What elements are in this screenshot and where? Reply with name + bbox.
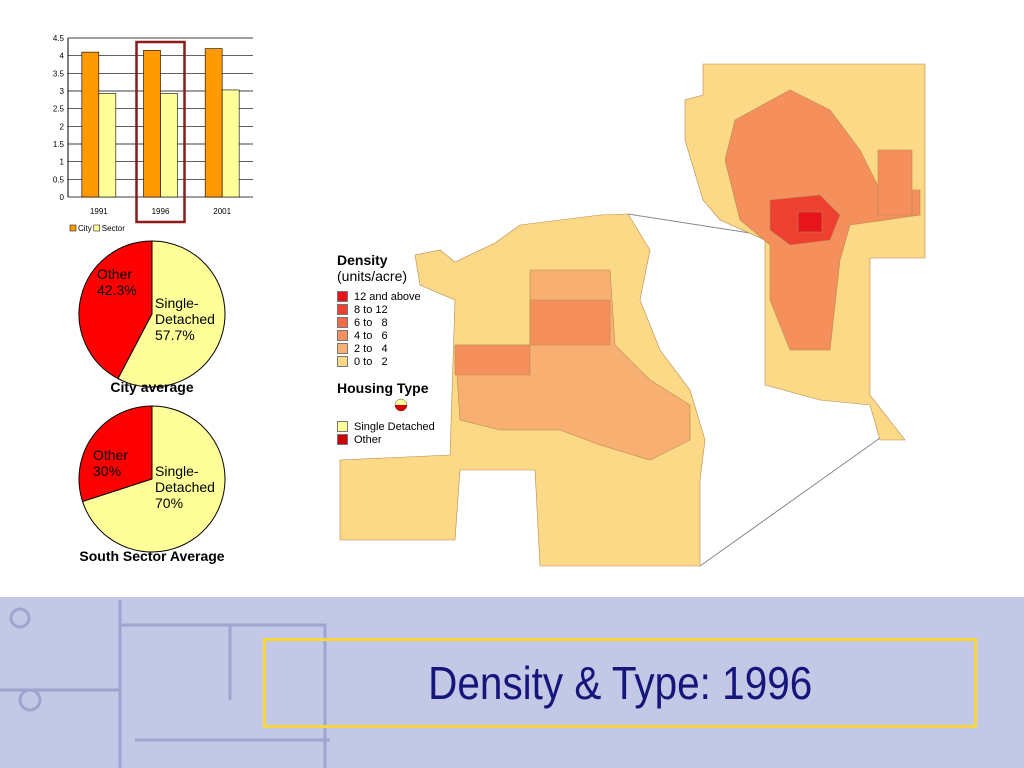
legend-swatch — [337, 421, 348, 432]
legend-item: Single Detached — [337, 420, 435, 433]
legend-label: 2 to 4 — [354, 342, 388, 355]
pie-value-label: 30% — [93, 463, 122, 479]
legend-title: Density — [337, 252, 388, 268]
bar — [81, 51, 100, 198]
pie-title: South Sector Average — [79, 548, 225, 564]
x-tick-label: 1996 — [152, 207, 170, 216]
bar — [160, 93, 178, 198]
pie-label: Other 30% — [93, 447, 153, 479]
legend-label: 4 to 6 — [354, 329, 388, 342]
pie-category: Other — [97, 266, 133, 282]
y-tick-label: 3 — [60, 87, 65, 96]
legend-label: Other — [354, 433, 382, 446]
y-tick-label: 0 — [60, 193, 65, 202]
legend-item: 8 to 12 — [337, 303, 435, 316]
bar — [98, 93, 117, 198]
y-tick-label: 2.5 — [53, 105, 65, 114]
map — [339, 63, 926, 567]
pie-label: Single-Detached 57.7% — [155, 295, 215, 343]
legend-label: Sector — [102, 224, 125, 233]
legend-item: Other — [337, 433, 435, 446]
pie-category: Single-Detached — [155, 295, 215, 327]
y-tick-label: 4.5 — [53, 34, 65, 43]
x-tick-label: 2001 — [213, 207, 231, 216]
legend-swatch — [69, 224, 77, 232]
blueprint — [0, 600, 330, 768]
legend-swatch — [337, 304, 348, 315]
legend-item: 4 to 6 — [337, 329, 435, 342]
pie-value-label: 57.7% — [155, 327, 195, 343]
type-glyph — [394, 398, 408, 412]
pie-label: Other 42.3% — [97, 266, 157, 298]
legend-label: 12 and above — [354, 290, 421, 303]
pie-label: Single-Detached 70% — [155, 463, 215, 511]
pie-value-label: 42.3% — [97, 282, 137, 298]
y-tick-label: 2 — [60, 122, 65, 131]
y-tick-label: 3.5 — [53, 69, 65, 78]
pie-slice — [78, 405, 153, 503]
bar — [221, 89, 240, 198]
legend-swatch — [337, 291, 348, 302]
legend-label: 8 to 12 — [354, 303, 388, 316]
pie-slice — [117, 240, 226, 388]
x-tick-label: 1991 — [90, 207, 108, 216]
legend-label: Single Detached — [354, 420, 435, 433]
type-title: Housing Type — [337, 380, 429, 396]
legend-label: City — [78, 224, 92, 233]
legend-item: 0 to 2 — [337, 355, 435, 368]
pie-value-label: 70% — [155, 495, 184, 511]
y-tick-label: 1 — [60, 158, 65, 167]
y-tick-label: 4 — [60, 52, 65, 61]
legend-swatch — [337, 343, 348, 354]
legend-swatch — [337, 330, 348, 341]
legend-swatch — [93, 224, 101, 232]
legend-item: 2 to 4 — [337, 342, 435, 355]
pie-slice — [78, 240, 153, 380]
title-box: Density & Type: 1996 — [263, 638, 977, 728]
pie-title: City average — [110, 379, 194, 395]
legend-label: 0 to 2 — [354, 355, 388, 368]
map-legend: Density (units/acre) 12 and above 8 to 12… — [337, 252, 435, 446]
pie-slice — [81, 405, 226, 553]
highlight-box — [135, 40, 186, 224]
y-tick-label: 0.5 — [53, 175, 65, 184]
bar — [143, 50, 161, 198]
legend-label: 6 to 8 — [354, 316, 388, 329]
pie-category: Single-Detached — [155, 463, 215, 495]
y-tick-label: 1.5 — [53, 140, 65, 149]
legend-subtitle: (units/acre) — [337, 268, 408, 284]
slide-title: Density & Type: 1996 — [427, 657, 813, 709]
legend-swatch — [337, 317, 348, 328]
pie-category: Other — [93, 447, 129, 463]
legend-item: 6 to 8 — [337, 316, 435, 329]
bar — [204, 48, 223, 198]
legend-swatch — [337, 356, 348, 367]
legend-swatch — [337, 434, 348, 445]
legend-item: 12 and above — [337, 290, 435, 303]
type-items: Single Detached Other — [337, 420, 435, 446]
